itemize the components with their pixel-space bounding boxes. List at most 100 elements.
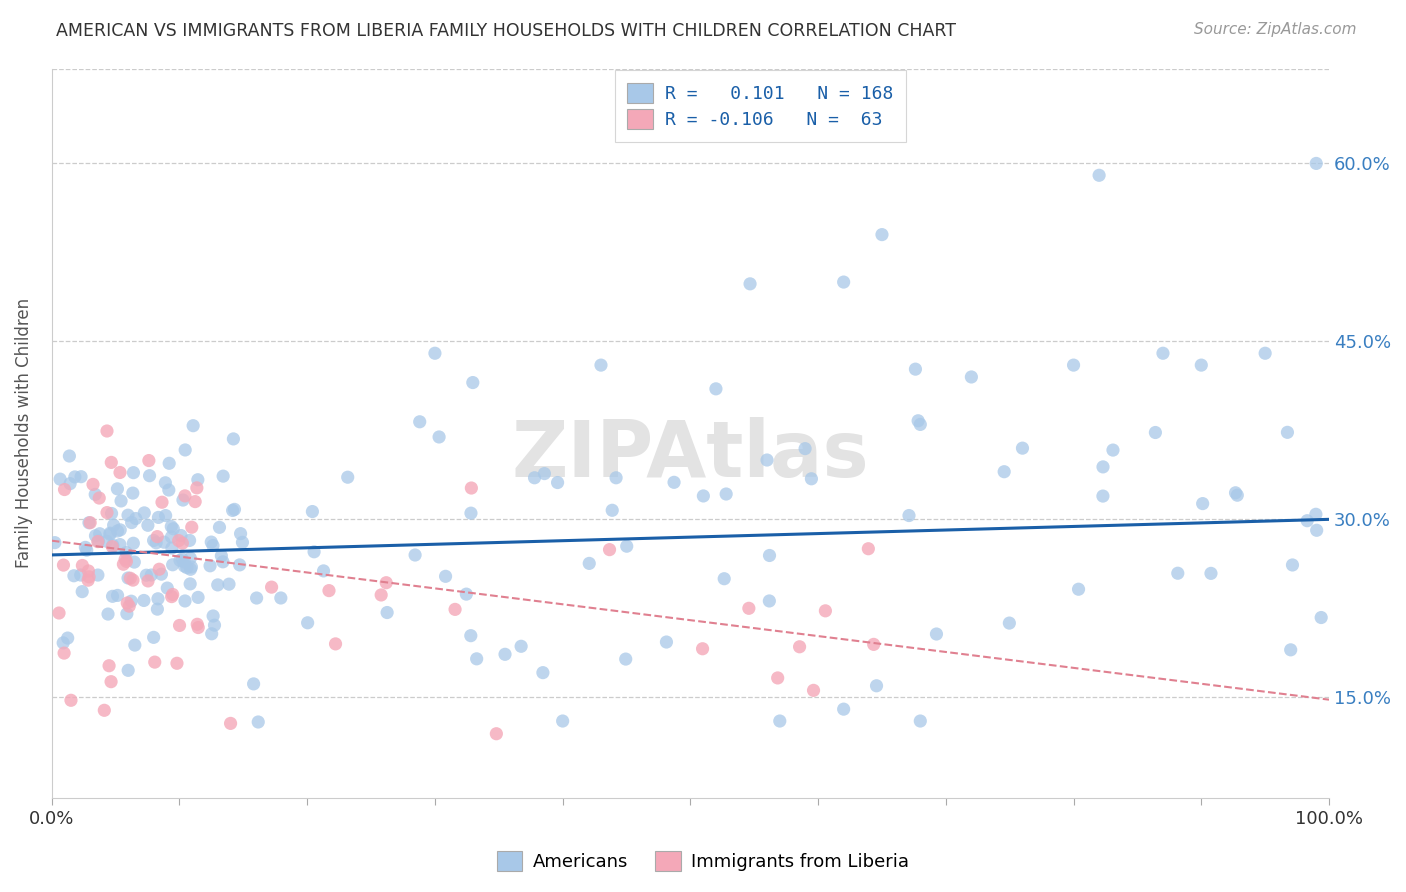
Point xyxy=(87,534,110,549)
Point xyxy=(77,564,100,578)
Point xyxy=(156,581,179,595)
Point xyxy=(76,543,98,558)
Point xyxy=(1189,358,1212,372)
Point xyxy=(738,277,761,291)
Point xyxy=(758,594,780,608)
Point xyxy=(77,573,100,587)
Point xyxy=(460,506,482,520)
Point xyxy=(409,415,432,429)
Point xyxy=(738,601,761,615)
Point xyxy=(756,453,779,467)
Point xyxy=(221,503,243,517)
Point xyxy=(375,606,398,620)
Point xyxy=(186,481,208,495)
Point xyxy=(218,577,240,591)
Point xyxy=(87,568,110,582)
Point xyxy=(52,636,75,650)
Point xyxy=(84,529,107,543)
Point xyxy=(187,473,209,487)
Point xyxy=(155,475,177,490)
Point xyxy=(101,538,124,552)
Point xyxy=(162,587,184,601)
Point xyxy=(100,455,122,469)
Text: ZIPAtlas: ZIPAtlas xyxy=(512,417,869,493)
Point xyxy=(181,418,204,433)
Point xyxy=(655,635,678,649)
Point xyxy=(69,568,91,582)
Point xyxy=(202,609,225,624)
Point xyxy=(93,703,115,717)
Point xyxy=(1102,443,1125,458)
Point xyxy=(143,655,166,669)
Point xyxy=(302,545,325,559)
Point xyxy=(59,476,82,491)
Point xyxy=(179,551,201,566)
Point xyxy=(444,602,467,616)
Point xyxy=(101,540,124,554)
Point xyxy=(125,511,148,525)
Point xyxy=(1088,169,1111,183)
Point xyxy=(1281,558,1303,572)
Legend: R =   0.101   N = 168, R = -0.106   N =  63: R = 0.101 N = 168, R = -0.106 N = 63 xyxy=(614,70,907,142)
Point xyxy=(201,539,224,553)
Point xyxy=(179,577,201,591)
Point xyxy=(107,589,129,603)
Point xyxy=(789,640,811,654)
Point xyxy=(692,641,714,656)
Point xyxy=(72,558,94,573)
Point xyxy=(187,621,209,635)
Point xyxy=(578,557,600,571)
Point xyxy=(858,541,880,556)
Point xyxy=(370,588,392,602)
Point xyxy=(59,693,82,707)
Point xyxy=(176,560,198,574)
Point xyxy=(1305,156,1327,170)
Point xyxy=(100,507,122,521)
Y-axis label: Family Households with Children: Family Households with Children xyxy=(15,298,32,568)
Point xyxy=(1279,643,1302,657)
Point xyxy=(198,558,221,573)
Point xyxy=(146,591,169,606)
Point xyxy=(201,627,224,641)
Point xyxy=(121,516,143,530)
Point xyxy=(150,567,173,582)
Point xyxy=(172,493,194,508)
Point xyxy=(160,541,183,555)
Point xyxy=(117,664,139,678)
Point xyxy=(117,508,139,523)
Point xyxy=(174,594,197,608)
Point xyxy=(209,549,232,563)
Point xyxy=(117,596,139,610)
Point xyxy=(1191,497,1213,511)
Point xyxy=(713,572,735,586)
Point xyxy=(89,526,111,541)
Point xyxy=(173,555,195,569)
Point xyxy=(212,555,235,569)
Point xyxy=(910,417,932,432)
Point xyxy=(186,617,208,632)
Point xyxy=(204,618,226,632)
Point xyxy=(1310,610,1333,624)
Point xyxy=(110,523,132,537)
Text: AMERICAN VS IMMIGRANTS FROM LIBERIA FAMILY HOUSEHOLDS WITH CHILDREN CORRELATION : AMERICAN VS IMMIGRANTS FROM LIBERIA FAMI… xyxy=(56,22,956,40)
Point xyxy=(1296,514,1319,528)
Point xyxy=(179,533,201,548)
Point xyxy=(523,471,546,485)
Point xyxy=(117,571,139,585)
Point xyxy=(461,376,484,390)
Point xyxy=(423,346,446,360)
Point xyxy=(49,472,72,486)
Point xyxy=(600,503,623,517)
Point xyxy=(124,638,146,652)
Point xyxy=(52,558,75,573)
Point xyxy=(136,518,159,533)
Point xyxy=(1277,425,1299,440)
Point xyxy=(166,657,188,671)
Point xyxy=(714,487,737,501)
Point xyxy=(79,516,101,530)
Point xyxy=(1091,489,1114,503)
Point xyxy=(58,449,80,463)
Point xyxy=(134,506,156,520)
Point xyxy=(107,482,129,496)
Point xyxy=(136,574,159,588)
